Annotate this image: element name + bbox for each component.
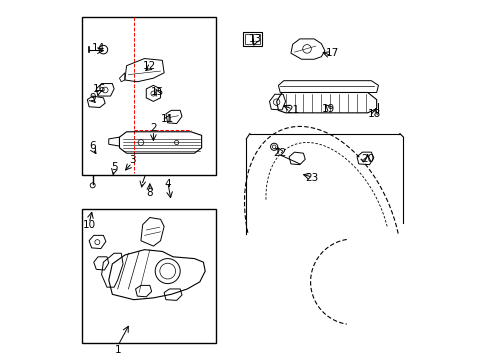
Text: 10: 10 (82, 220, 96, 230)
Text: 12: 12 (143, 61, 156, 71)
Text: 1: 1 (114, 345, 121, 355)
Text: 6: 6 (89, 141, 96, 151)
Text: 8: 8 (146, 188, 153, 198)
Text: 9: 9 (89, 93, 96, 103)
Text: 5: 5 (111, 162, 117, 172)
Text: 14: 14 (91, 43, 104, 53)
Text: 4: 4 (164, 179, 171, 189)
Text: 18: 18 (367, 109, 381, 119)
Bar (253, 34, 259, 44)
Text: 20: 20 (361, 154, 373, 163)
Text: 2: 2 (150, 123, 156, 133)
Text: 17: 17 (325, 48, 338, 58)
Bar (82, 18, 216, 175)
Text: 21: 21 (285, 105, 299, 115)
Bar (242, 32, 262, 46)
Text: 7: 7 (139, 175, 146, 185)
Bar (82, 208, 216, 342)
Text: 16: 16 (93, 84, 106, 94)
Text: 22: 22 (273, 148, 286, 158)
Text: 23: 23 (305, 173, 318, 183)
Text: 13: 13 (248, 34, 261, 44)
Text: 15: 15 (150, 87, 163, 98)
Text: 19: 19 (321, 104, 334, 113)
Bar (244, 34, 251, 44)
Text: 11: 11 (161, 114, 174, 124)
Text: 3: 3 (128, 156, 135, 165)
